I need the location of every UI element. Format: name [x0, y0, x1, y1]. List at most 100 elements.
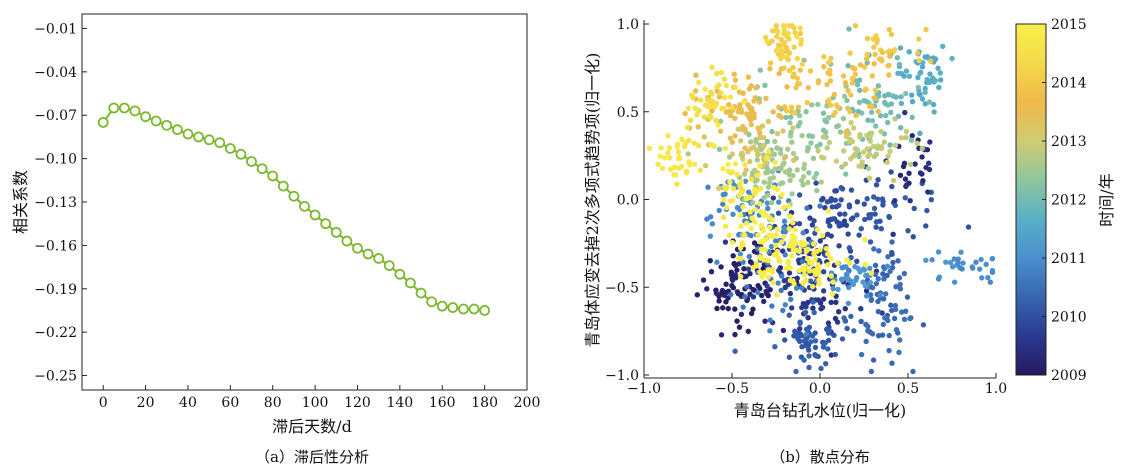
panel-b-data-point	[775, 280, 781, 286]
panel-b-data-point	[687, 162, 693, 168]
panel-b-data-point	[763, 95, 769, 102]
panel-b-data-point	[809, 133, 816, 140]
panel-b-data-point	[737, 102, 743, 108]
panel-b-data-point	[810, 299, 816, 305]
panel-b-data-point	[825, 346, 831, 352]
panel-a-data-point	[299, 200, 310, 212]
panel-b-data-point	[748, 122, 755, 128]
panel-b-data-point	[797, 67, 804, 73]
panel-b-data-point	[815, 353, 821, 360]
panel-a-y-tick-label: −0.07	[34, 108, 77, 124]
panel-b-data-point	[780, 307, 786, 314]
panel-b-data-point	[779, 54, 785, 60]
panel-b-data-point	[775, 210, 782, 216]
panel-b-data-point	[861, 97, 867, 104]
panel-b-data-point	[841, 148, 847, 154]
panel-b-data-point	[817, 141, 823, 148]
panel-b-data-point	[757, 67, 763, 73]
panel-b-data-point	[771, 184, 777, 191]
panel-b-data-point	[730, 253, 736, 259]
panel-b-data-point	[718, 90, 724, 96]
panel-b-data-point	[786, 354, 793, 360]
panel-b-data-point	[714, 305, 720, 312]
panel-b-data-point	[845, 231, 851, 237]
panel-b-data-point	[920, 177, 926, 184]
panel-b-data-point	[672, 172, 679, 178]
panel-b-data-point	[715, 122, 721, 128]
panel-b-data-point	[812, 256, 818, 262]
panel-b-data-point	[869, 73, 876, 79]
panel-b-data-point	[889, 360, 895, 366]
panel-b-data-point	[765, 192, 771, 199]
panel-b-data-point	[884, 272, 890, 279]
panel-b-data-point	[893, 283, 899, 290]
panel-b-data-point	[732, 348, 738, 354]
panel-b-data-point	[949, 264, 956, 270]
panel-a-data-point	[373, 252, 385, 264]
panel-b-data-point	[672, 164, 678, 171]
panel-b-data-point	[742, 294, 748, 300]
panel-b-data-point	[775, 199, 782, 205]
panel-b-data-point	[924, 207, 930, 214]
panel-b-data-point	[754, 157, 761, 163]
panel-b-data-point	[793, 85, 799, 91]
panel-b-data-point	[862, 216, 868, 223]
panel-b-data-point	[787, 120, 793, 126]
panel-b-data-point	[896, 349, 902, 356]
panel-b-data-point	[798, 177, 805, 184]
panel-a-x-tick-label: 40	[179, 395, 197, 411]
panel-b-data-point	[849, 75, 856, 82]
panel-b-data-point	[910, 368, 916, 375]
panel-b-data-point	[890, 259, 896, 266]
panel-b-data-point	[734, 318, 740, 324]
panel-b-data-point	[659, 165, 666, 172]
panel-b-data-point	[744, 220, 750, 227]
panel-b-data-point	[841, 218, 848, 224]
panel-b-data-point	[878, 226, 884, 232]
colorbar-tick-label: 2013	[1051, 134, 1087, 150]
panel-a-series-line	[102, 107, 485, 312]
panel-b-data-point	[909, 133, 915, 139]
panel-b-data-point	[708, 214, 714, 220]
panel-b-data-point	[844, 325, 850, 332]
panel-b-data-point	[832, 109, 838, 116]
panel-b-data-point	[857, 269, 863, 275]
colorbar-tick-label: 2014	[1051, 76, 1087, 92]
panel-b-data-point	[829, 291, 836, 297]
panel-b-data-point	[897, 45, 904, 51]
panel-b-data-point	[750, 264, 757, 271]
panel-b-data-point	[747, 209, 753, 215]
panel-b-data-point	[820, 195, 826, 202]
panel-b-data-point	[951, 256, 958, 262]
colorbar-label: 时间/年	[1097, 173, 1116, 226]
panel-b-data-point	[925, 189, 931, 195]
panel-a-data-point	[309, 209, 321, 221]
panel-b-data-point	[865, 328, 871, 334]
panel-b-data-point	[875, 298, 881, 305]
panel-b-data-point	[833, 299, 839, 305]
panel-b-x-tick-label: 1.0	[985, 381, 1007, 397]
panel-b-data-point	[806, 364, 812, 371]
panel-b-data-point	[849, 64, 856, 71]
panel-b-data-point	[890, 177, 897, 184]
panel-b-data-point	[885, 63, 891, 69]
panel-b-data-point	[775, 254, 781, 261]
panel-b-data-point	[827, 71, 833, 77]
panel-b-data-point	[989, 267, 996, 274]
panel-b-data-point	[765, 118, 772, 125]
panel-b-data-point	[730, 211, 736, 218]
panel-a-data-point	[203, 134, 215, 146]
panel-a-x-tick-label: 120	[344, 395, 371, 411]
panel-b-data-point	[817, 238, 823, 244]
panel-b-data-point	[684, 124, 691, 131]
panel-b-data-point	[697, 167, 704, 173]
panel-b-data-point	[814, 227, 821, 233]
panel-b-data-point	[892, 47, 898, 53]
panel-b-data-point	[697, 97, 704, 103]
panel-b-data-point	[737, 185, 744, 191]
panel-b-data-point	[901, 73, 907, 79]
panel-b-data-point	[727, 198, 734, 204]
panel-b-data-point	[810, 155, 817, 162]
panel-a-y-ticks: −0.01 −0.04 −0.07 −0.10 −0.13 −0.16 −0.19 −0.22…	[34, 21, 87, 385]
panel-b-data-point	[767, 60, 774, 66]
